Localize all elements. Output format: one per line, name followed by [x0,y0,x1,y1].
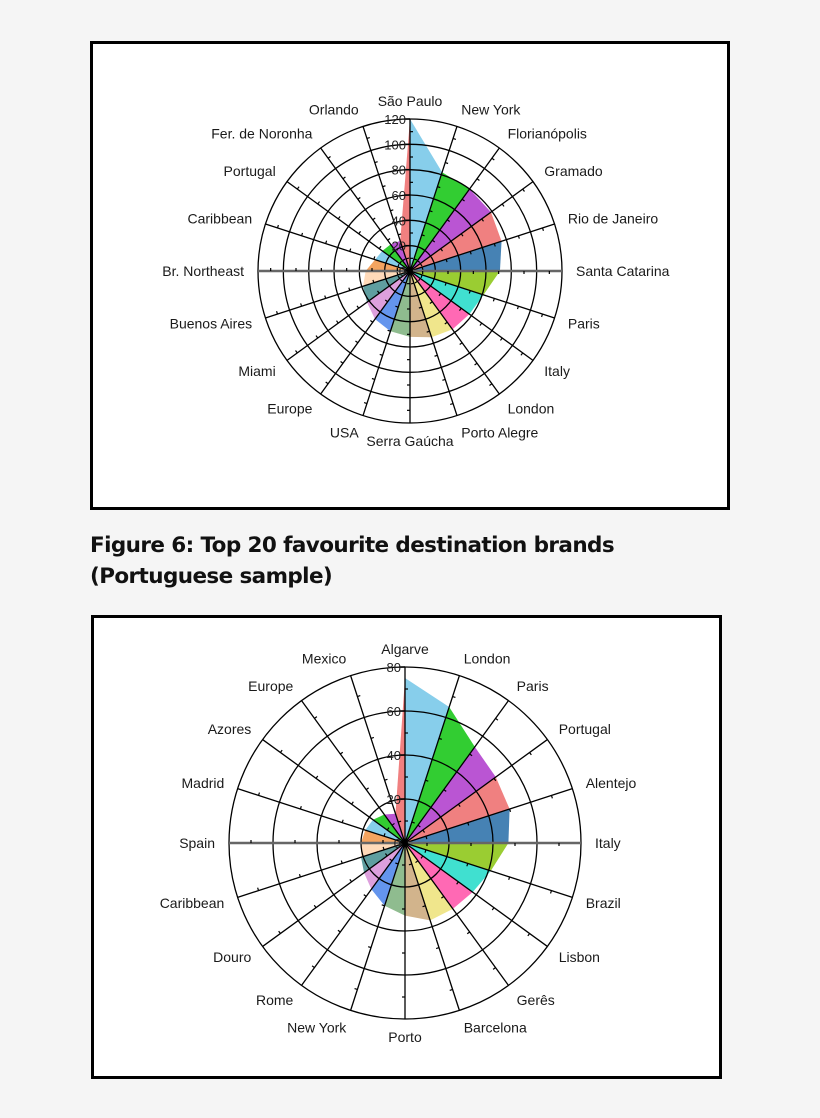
wedge-caribbean [375,250,410,271]
wedge-portugal [405,777,510,843]
category-label: Porto [388,1029,422,1045]
radial-tick-label: 80 [387,660,401,675]
polar-area-chart-2: 0 20 40 60 80 Algarve London Paris Portugal Alent… [160,641,637,1045]
wedge-florian-polis [410,189,491,271]
radial-tick-label: 20 [387,792,401,807]
radial-tick-label: 60 [392,188,406,203]
radial-tick-label: 40 [387,748,401,763]
polar-area-chart-1: 0 20 40 60 80 100 120 São Paulo New York Florianó… [162,93,670,449]
chart-panel-brazilian-sample: 0 20 40 60 80 100 120 São Paulo New York Florianó… [90,41,730,510]
wedge-paris [405,746,496,843]
category-label: Paris [568,316,600,332]
wedge-santa-catarina [410,271,500,295]
wedge-mexico [395,678,405,843]
category-label: Europe [248,678,293,694]
wedge-lisbon [405,843,473,909]
category-label: Miami [238,363,275,379]
category-label: Europe [267,401,312,417]
category-label: Caribbean [188,210,253,226]
category-label: New York [461,101,521,117]
category-label: New York [287,1020,347,1036]
radial-tick-label: 100 [384,137,406,152]
wedge-gramado [410,212,502,271]
category-label: Brazil [586,895,621,911]
category-label: Algarve [381,641,429,657]
radial-tick-label: 80 [392,163,406,178]
wedge-algarve [405,678,450,843]
wedge-europe [366,271,410,320]
wedge-paris [410,271,484,315]
category-label: Madrid [182,775,225,791]
wedge-london [405,706,475,843]
wedge-br-northeast [365,259,410,271]
wedge-alentejo [405,809,510,843]
category-label: Rio de Janeiro [568,210,658,226]
category-label: Spain [179,835,215,851]
category-label: Fer. de Noronha [211,125,312,141]
wedge-ger-s [405,843,453,921]
wedge-portugal [382,244,410,271]
category-label: London [464,650,511,666]
category-label: Douro [213,949,251,965]
wedge-italy [410,271,470,330]
category-label: Azores [208,721,252,737]
radial-tick-label: 60 [387,704,401,719]
category-label: Portugal [559,721,611,737]
wedge-madrid [365,819,405,843]
category-label: Orlando [309,101,359,117]
category-label: Porto Alegre [461,425,538,441]
polar-grid [228,666,582,1020]
chart-panel-portuguese-sample: 0 20 40 60 80 Algarve London Paris Portugal Alent… [91,615,722,1079]
category-label: Italy [544,363,570,379]
category-label: Gramado [544,163,603,179]
category-label: Caribbean [160,895,225,911]
category-label: USA [330,425,359,441]
category-label: Lisbon [559,949,600,965]
wedge-new-york [410,172,470,271]
wedge-rome [364,843,405,890]
category-label: São Paulo [378,93,443,109]
category-label: Alentejo [586,775,637,791]
wedge-porto [384,843,405,916]
wedge-s-o-paulo [410,119,443,271]
wedge-london [410,271,453,338]
radial-tick-label: 0 [394,836,401,851]
figure-caption: Figure 6: Top 20 favourite destination b… [90,533,615,589]
category-label: Mexico [302,650,347,666]
category-label: London [508,401,555,417]
polar-grid [257,118,563,424]
category-label: Italy [595,835,621,851]
wedge-usa [375,271,410,332]
category-label: Buenos Aires [170,316,253,332]
radial-tick-label: 20 [392,239,406,254]
radial-tick-label: 0 [399,264,406,279]
category-label: Serra Gaúcha [366,433,453,449]
category-label: Florianópolis [508,125,587,141]
category-label: Portugal [224,163,276,179]
category-label: Santa Catarina [576,263,670,279]
category-label: Paris [517,678,549,694]
wedge-azores [372,814,405,843]
category-label: Rome [256,992,294,1008]
wedge-new-york [371,843,405,906]
category-label: Barcelona [464,1020,527,1036]
wedge-italy [405,843,509,871]
radial-tick-label: 120 [384,112,406,127]
category-label: Gerês [517,992,555,1008]
radial-tick-label: 40 [392,213,406,228]
category-label: Br. Northeast [162,263,244,279]
wedge-brazil [405,843,491,893]
